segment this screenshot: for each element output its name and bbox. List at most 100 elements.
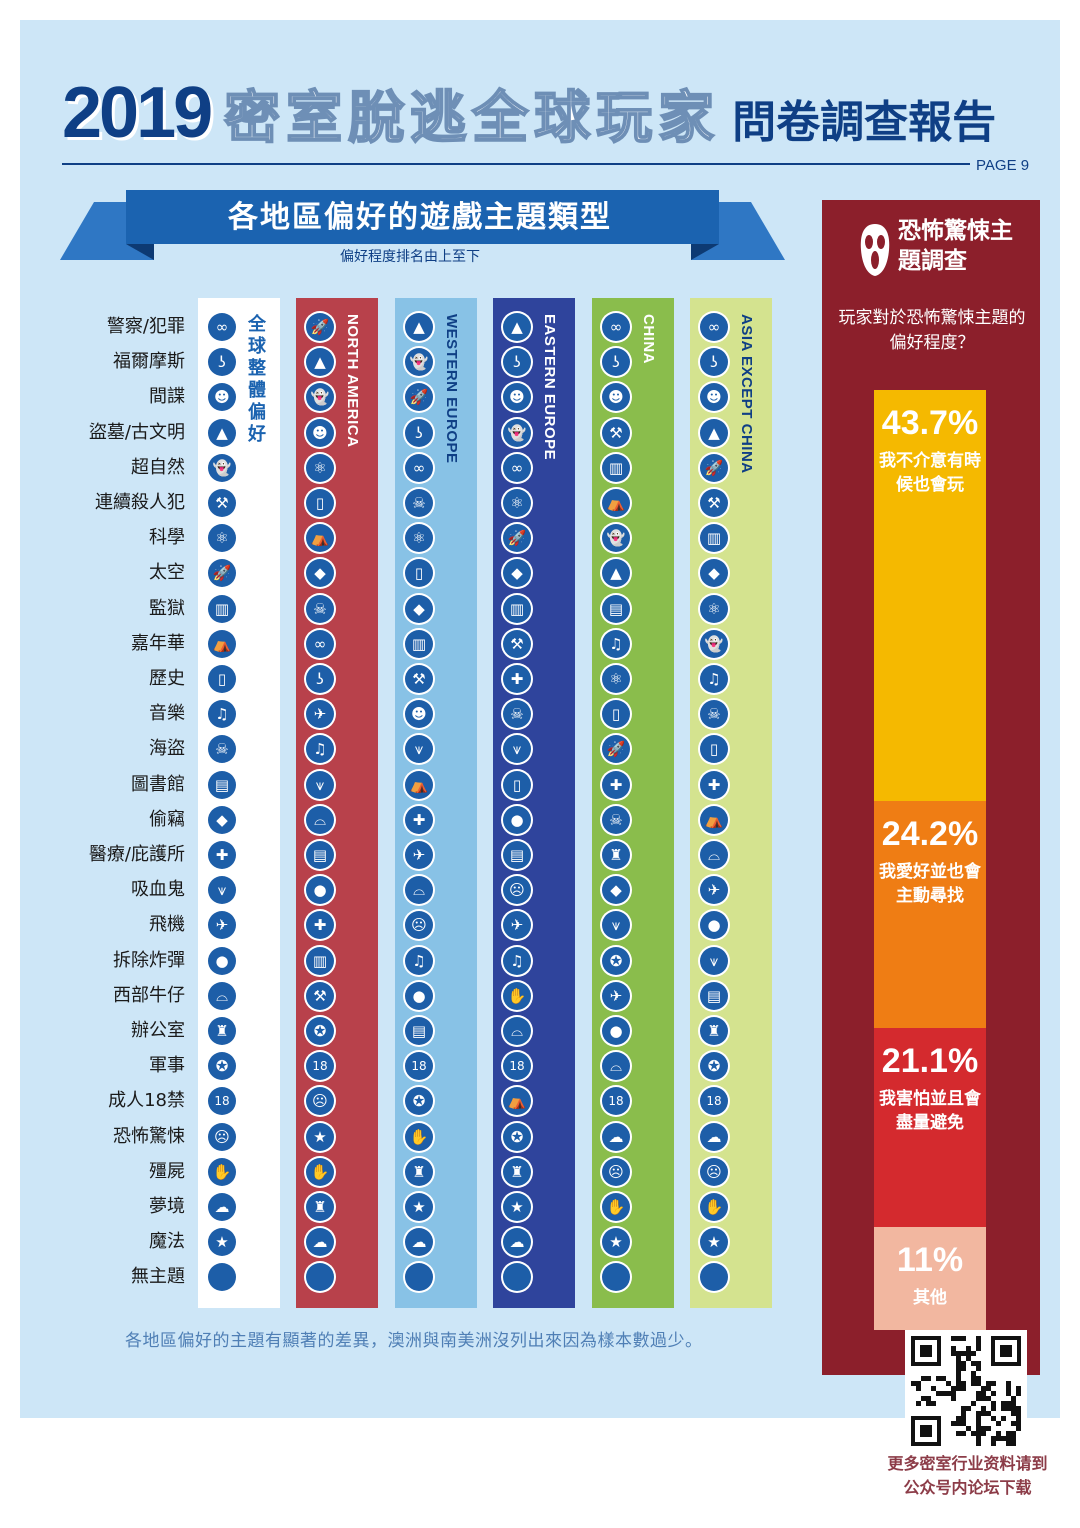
scroll-icon: ▯	[405, 559, 433, 588]
blank-icon	[700, 1263, 728, 1292]
theme-label: 西部牛仔	[113, 984, 185, 1006]
qr-note: 更多密室行业资料请到公众号内论坛下载	[887, 1454, 1048, 1497]
horror-survey-question: 玩家對於恐怖驚悚主題的偏好程度？	[838, 308, 1026, 353]
section-title: 各地區偏好的遊戲主題類型	[228, 200, 612, 235]
airplane-icon: ✈	[700, 876, 728, 905]
region-column: CHINA ∞ ʖ ☻ ⚒ ▥ ⛺ 👻 ▲ ▤ ♫ ⚛ ▯ 🚀 ✚ ☠ ♜ ◆ ⩛ ✪ ✈ ● ⌓ 18 ☁ ☹ ✋ ★	[592, 298, 674, 1308]
axe-icon: ⚒	[503, 629, 531, 658]
pyramid-icon: ▲	[405, 313, 433, 341]
blank-icon	[208, 1263, 236, 1292]
bomb-icon: ●	[602, 1017, 630, 1045]
wizard-hat-icon: ★	[208, 1228, 236, 1257]
page-title: 2019 密室脫逃全球玩家 問卷調查報告	[62, 72, 996, 162]
music-note-icon: ♫	[602, 629, 630, 658]
ghost-icon: 👻	[405, 348, 433, 377]
atom-icon: ⚛	[306, 453, 334, 482]
scroll-icon: ▯	[306, 489, 334, 517]
airplane-icon: ✈	[405, 841, 433, 869]
prison-bars-icon: ▥	[700, 524, 728, 553]
title-rule	[62, 163, 970, 165]
military-badge-icon: ✪	[602, 946, 630, 975]
prison-bars-icon: ▥	[602, 453, 630, 482]
scream-mask-icon: ☹	[503, 876, 531, 905]
title-year: 2019	[62, 73, 213, 153]
segment-percent: 11%	[896, 1240, 964, 1279]
axe-icon: ⚒	[208, 489, 236, 517]
pipe-icon: ʖ	[405, 418, 433, 447]
segment-percent: 24.2%	[881, 814, 979, 853]
theme-label: 科學	[149, 527, 185, 549]
cloud-icon: ☁	[700, 1122, 728, 1151]
theme-label: 超自然	[131, 456, 185, 478]
theme-label: 夢境	[149, 1196, 185, 1217]
bomb-icon: ●	[503, 805, 531, 834]
axe-icon: ⚒	[700, 489, 728, 517]
axe-icon: ⚒	[602, 418, 630, 447]
medical-cross-icon: ✚	[602, 770, 630, 799]
horror-survey-title: 恐怖驚悚主題調查	[898, 218, 1013, 274]
theme-label: 醫療/庇護所	[88, 844, 185, 865]
wizard-hat-icon: ★	[306, 1122, 334, 1151]
diamond-icon: ◆	[602, 876, 630, 905]
section-ribbon	[60, 190, 785, 260]
qr-code	[905, 1330, 1027, 1452]
pyramid-icon: ▲	[602, 559, 630, 588]
book-icon: ▤	[208, 770, 236, 799]
axe-icon: ⚒	[405, 665, 433, 693]
zombie-hand-icon: ✋	[602, 1193, 630, 1221]
region-column: EASTERN EUROPE ▲ ʖ ☻ 👻 ∞ ⚛ 🚀 ◆ ▥ ⚒ ✚ ☠ ⩛ ▯ ● ▤ ☹ ✈ ♫ ✋ ⌓ 18 ⛺ ✪ ♜…	[493, 298, 575, 1308]
wizard-hat-icon: ★	[405, 1193, 433, 1221]
pyramid-icon: ▲	[208, 418, 236, 447]
vampire-fangs-icon: ⩛	[208, 876, 236, 905]
atom-icon: ⚛	[405, 524, 433, 553]
office-chair-icon: ♜	[208, 1017, 236, 1045]
cowboy-hat-icon: ⌓	[503, 1017, 531, 1045]
medical-cross-icon: ✚	[503, 665, 531, 693]
theme-label: 成人18禁	[108, 1090, 185, 1112]
pipe-icon: ʖ	[602, 348, 630, 377]
page-number: PAGE 9	[976, 157, 1030, 174]
rocket-icon: 🚀	[700, 453, 728, 482]
region-column: 全球整體偏好 ∞ ʖ ☻ ▲ 👻 ⚒ ⚛ 🚀 ▥ ⛺ ▯ ♫ ☠ ▤ ◆ ✚ ⩛ ✈ ● ⌓ ♜ ✪ 18 ☹ ✋ ☁ ★	[198, 298, 280, 1308]
airplane-icon: ✈	[602, 981, 630, 1010]
zombie-hand-icon: ✋	[208, 1157, 236, 1186]
title-end: 問卷調查報告	[732, 97, 997, 148]
spy-icon: ☻	[306, 418, 334, 447]
office-chair-icon: ♜	[306, 1193, 334, 1221]
zombie-hand-icon: ✋	[405, 1122, 433, 1151]
music-note-icon: ♫	[503, 946, 531, 975]
title-main: 密室脫逃全球玩家	[223, 85, 721, 152]
ranking-order-note: 偏好程度排名由上至下	[340, 249, 480, 265]
zombie-hand-icon: ✋	[503, 981, 531, 1010]
blank-icon	[503, 1263, 531, 1292]
adult-18-icon: 18	[602, 1087, 630, 1116]
atom-icon: ⚛	[700, 594, 728, 623]
cowboy-hat-icon: ⌓	[602, 1052, 630, 1081]
theme-label: 監獄	[149, 597, 185, 619]
theme-label: 太空	[149, 562, 185, 584]
handcuffs-icon: ∞	[405, 453, 433, 482]
military-badge-icon: ✪	[503, 1122, 531, 1151]
military-badge-icon: ✪	[306, 1017, 334, 1045]
circus-tent-icon: ⛺	[208, 629, 236, 658]
ghost-icon: 👻	[208, 453, 236, 482]
zombie-hand-icon: ✋	[700, 1193, 728, 1221]
circus-tent-icon: ⛺	[503, 1087, 531, 1116]
airplane-icon: ✈	[208, 911, 236, 940]
book-icon: ▤	[700, 981, 728, 1010]
wizard-hat-icon: ★	[503, 1193, 531, 1221]
adult-18-icon: 18	[503, 1052, 531, 1081]
diamond-icon: ◆	[306, 559, 334, 588]
vampire-fangs-icon: ⩛	[405, 735, 433, 764]
blank-icon	[306, 1263, 334, 1292]
medical-cross-icon: ✚	[306, 911, 334, 940]
theme-label: 福爾摩斯	[113, 351, 185, 373]
spy-icon: ☻	[208, 383, 236, 412]
cloud-icon: ☁	[503, 1228, 531, 1257]
theme-label: 歷史	[149, 668, 185, 689]
theme-label: 魔法	[149, 1231, 185, 1253]
theme-label: 無主題	[131, 1266, 185, 1288]
scroll-icon: ▯	[602, 700, 630, 729]
scream-mask-icon: ☹	[208, 1122, 236, 1151]
adult-18-icon: 18	[306, 1052, 334, 1081]
